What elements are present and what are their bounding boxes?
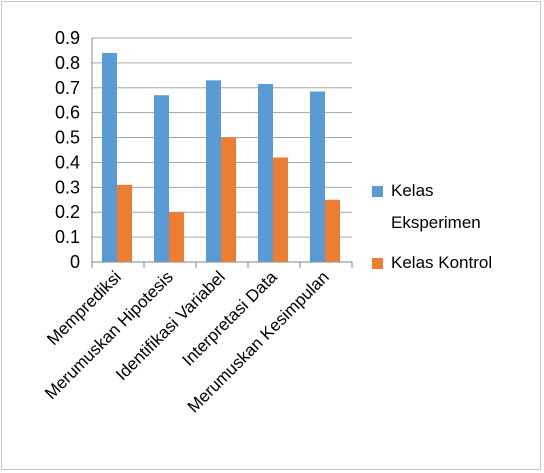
bar-kontrol [169, 212, 184, 262]
bar-eksperimen [102, 52, 117, 262]
y-tick-label: 0.8 [55, 53, 80, 73]
bar-eksperimen [310, 91, 325, 262]
y-tick-label: 0.3 [55, 177, 80, 197]
legend-label: Eksperimen [391, 213, 481, 232]
y-tick-label: 0.5 [55, 128, 80, 148]
bar-kontrol [273, 157, 288, 262]
bar-eksperimen [154, 95, 169, 262]
y-tick-label: 0.1 [55, 227, 80, 247]
legend-label: Kelas [391, 181, 434, 200]
bar-eksperimen [258, 84, 273, 263]
legend-swatch [372, 186, 383, 197]
y-tick-label: 0.7 [55, 78, 80, 98]
legend-swatch [372, 258, 383, 269]
bar-kontrol [325, 199, 340, 262]
bar-kontrol [117, 184, 132, 262]
y-tick-label: 0.2 [55, 202, 80, 222]
legend-label: Kelas Kontrol [391, 253, 492, 272]
y-tick-label: 0.6 [55, 103, 80, 123]
bar-eksperimen [206, 80, 221, 262]
y-tick-label: 0.9 [55, 28, 80, 48]
y-tick-label: 0 [70, 252, 80, 272]
bar-kontrol [221, 137, 236, 262]
x-category-label: Interpretasi Data [179, 267, 282, 370]
y-tick-label: 0.4 [55, 152, 80, 172]
